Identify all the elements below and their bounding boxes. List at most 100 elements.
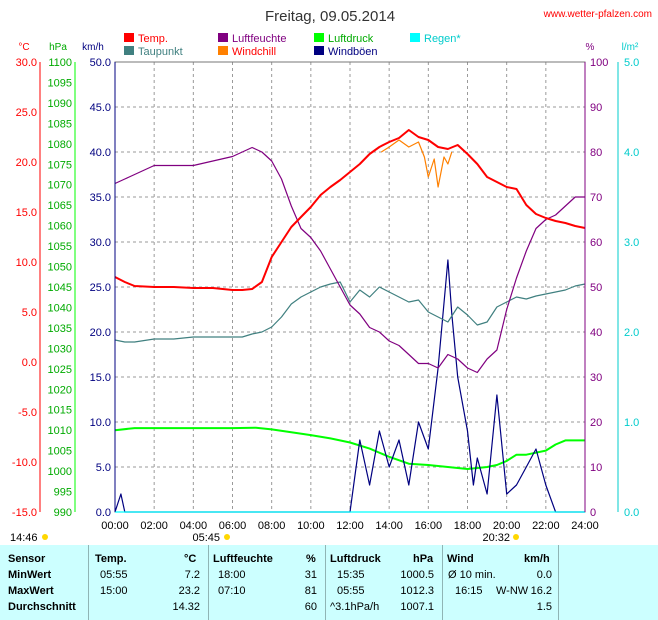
- pressure-tick-label: 995: [54, 487, 72, 499]
- legend-swatch-pressure: [314, 33, 324, 42]
- pressure-tick-label: 1095: [48, 77, 72, 89]
- stats-row-max-hum: 81: [304, 585, 317, 597]
- temp-tick-label: 30.0: [16, 57, 37, 69]
- legend-swatch-windchill: [218, 46, 228, 55]
- x-tick-label: 12:00: [336, 520, 364, 532]
- x-axis: 00:00 02:00 04:00 06:00 08:00 10:00 12:00 14:00…: [101, 520, 599, 532]
- pressure-tick-label: 1075: [48, 159, 72, 171]
- stats-row-min-wind-label: Ø 10 min.: [448, 569, 496, 581]
- rain-tick-label: 2.0: [624, 327, 639, 339]
- marker-time-left: 14:46: [10, 532, 38, 544]
- rain-tick-label: 5.0: [624, 57, 639, 69]
- stats-row-max-pres-time: 05:55: [337, 585, 365, 597]
- stats-header-wind: Wind: [447, 553, 474, 565]
- pressure-tick-label: 1010: [48, 425, 72, 437]
- temp-tick-label: -5.0: [18, 407, 37, 419]
- stats-header-temp: Temp.: [95, 553, 127, 565]
- wind-tick-label: 20.0: [90, 327, 111, 339]
- humidity-tick-label: 40: [590, 327, 602, 339]
- legend-label-dewpoint: Taupunkt: [138, 46, 183, 58]
- marker-sunrise: 05:45: [192, 532, 220, 544]
- stats-header-humidity-unit: %: [306, 553, 316, 565]
- x-tick-label: 18:00: [454, 520, 482, 532]
- axis-title-wind: km/h: [82, 42, 104, 53]
- pressure-tick-label: 1040: [48, 302, 72, 314]
- wind-tick-label: 35.0: [90, 192, 111, 204]
- x-tick-label: 04:00: [180, 520, 208, 532]
- stats-row-min-pres: 1000.5: [400, 569, 434, 581]
- rain-tick-label: 0.0: [624, 507, 639, 519]
- pressure-tick-label: 1085: [48, 118, 72, 130]
- y-axis-rain: 5.0 4.0 3.0 2.0 1.0 0.0: [624, 57, 639, 519]
- pressure-tick-label: 1035: [48, 323, 72, 335]
- legend-label-temp: Temp.: [138, 33, 168, 45]
- legend-label-pressure: Luftdruck: [328, 33, 374, 45]
- stats-header-temp-unit: °C: [184, 553, 197, 565]
- humidity-tick-label: 0: [590, 507, 596, 519]
- weather-chart: Freitag, 09.05.2014 www.wetter-pfalzen.c…: [10, 8, 652, 544]
- chart-title: Freitag, 09.05.2014: [265, 8, 395, 25]
- pressure-tick-label: 1020: [48, 384, 72, 396]
- wind-tick-label: 40.0: [90, 147, 111, 159]
- humidity-tick-label: 90: [590, 102, 602, 114]
- stats-row-min-temp-time: 05:55: [100, 569, 128, 581]
- stats-row-max-temp-time: 15:00: [100, 585, 128, 597]
- x-tick-label: 24:00: [571, 520, 599, 532]
- wind-tick-label: 30.0: [90, 237, 111, 249]
- pressure-tick-label: 1070: [48, 180, 72, 192]
- humidity-tick-label: 70: [590, 192, 602, 204]
- wind-tick-label: 0.0: [96, 507, 111, 519]
- rain-tick-label: 1.0: [624, 417, 639, 429]
- stats-row-avg-pres-time: ^3.1hPa/h: [330, 601, 380, 613]
- series-line-temp: [114, 129, 586, 291]
- stats-row-max-label: MaxWert: [8, 585, 54, 597]
- y-axis-pressure: 1100 1095 1090 1085 1080 1075 1070 1065 1060 1055…: [48, 57, 72, 519]
- legend-label-rain: Regen*: [424, 33, 461, 45]
- pressure-tick-label: 1055: [48, 241, 72, 253]
- series-line-luftfeuchte: [114, 146, 585, 374]
- stats-row-min-hum: 31: [304, 569, 317, 581]
- x-tick-label: 10:00: [297, 520, 325, 532]
- pressure-tick-label: 990: [54, 507, 72, 519]
- series-line-luftdruck: [114, 426, 585, 470]
- humidity-tick-label: 10: [590, 462, 602, 474]
- stats-row-min-label: MinWert: [8, 569, 52, 581]
- legend-label-humidity: Luftfeuchte: [232, 33, 286, 45]
- stats-row-avg-pres: 1007.1: [400, 601, 434, 613]
- stats-row-max-wind: 16.2: [530, 585, 552, 597]
- x-tick-label: 00:00: [101, 520, 129, 532]
- humidity-tick-label: 20: [590, 417, 602, 429]
- pressure-tick-label: 1015: [48, 405, 72, 417]
- series-line-taupunkt: [114, 281, 586, 343]
- wind-tick-label: 25.0: [90, 282, 111, 294]
- stats-row-min-hum-time: 18:00: [218, 569, 246, 581]
- stats-header-sensor: Sensor: [8, 553, 46, 565]
- pressure-tick-label: 1025: [48, 364, 72, 376]
- stats-row-max-wind-label: 16:15: [455, 585, 483, 597]
- x-tick-label: 22:00: [532, 520, 560, 532]
- temp-tick-label: 20.0: [16, 157, 37, 169]
- x-tick-label: 02:00: [140, 520, 168, 532]
- temp-tick-label: 15.0: [16, 207, 37, 219]
- humidity-tick-label: 50: [590, 282, 602, 294]
- sun-icon-left: [42, 534, 48, 540]
- x-tick-label: 16:00: [415, 520, 443, 532]
- x-tick-label: 06:00: [219, 520, 247, 532]
- sunset-icon: [513, 534, 519, 540]
- humidity-tick-label: 60: [590, 237, 602, 249]
- pressure-tick-label: 1050: [48, 262, 72, 274]
- site-link[interactable]: www.wetter-pfalzen.com: [543, 9, 652, 20]
- marker-sunset: 20:32: [482, 532, 510, 544]
- temp-tick-label: 10.0: [16, 257, 37, 269]
- stats-row-max-wind-dir: W-NW: [496, 585, 529, 597]
- axis-title-humidity: %: [586, 42, 595, 53]
- legend-swatch-humidity: [218, 33, 228, 42]
- pressure-tick-label: 1005: [48, 446, 72, 458]
- axis-title-pressure: hPa: [49, 42, 67, 53]
- temp-tick-label: -15.0: [12, 507, 37, 519]
- stats-header-pressure: Luftdruck: [330, 553, 381, 565]
- series-line-windchill: [380, 139, 453, 188]
- series-layer: [114, 129, 586, 513]
- stats-row-avg-label: Durchschnitt: [8, 601, 76, 613]
